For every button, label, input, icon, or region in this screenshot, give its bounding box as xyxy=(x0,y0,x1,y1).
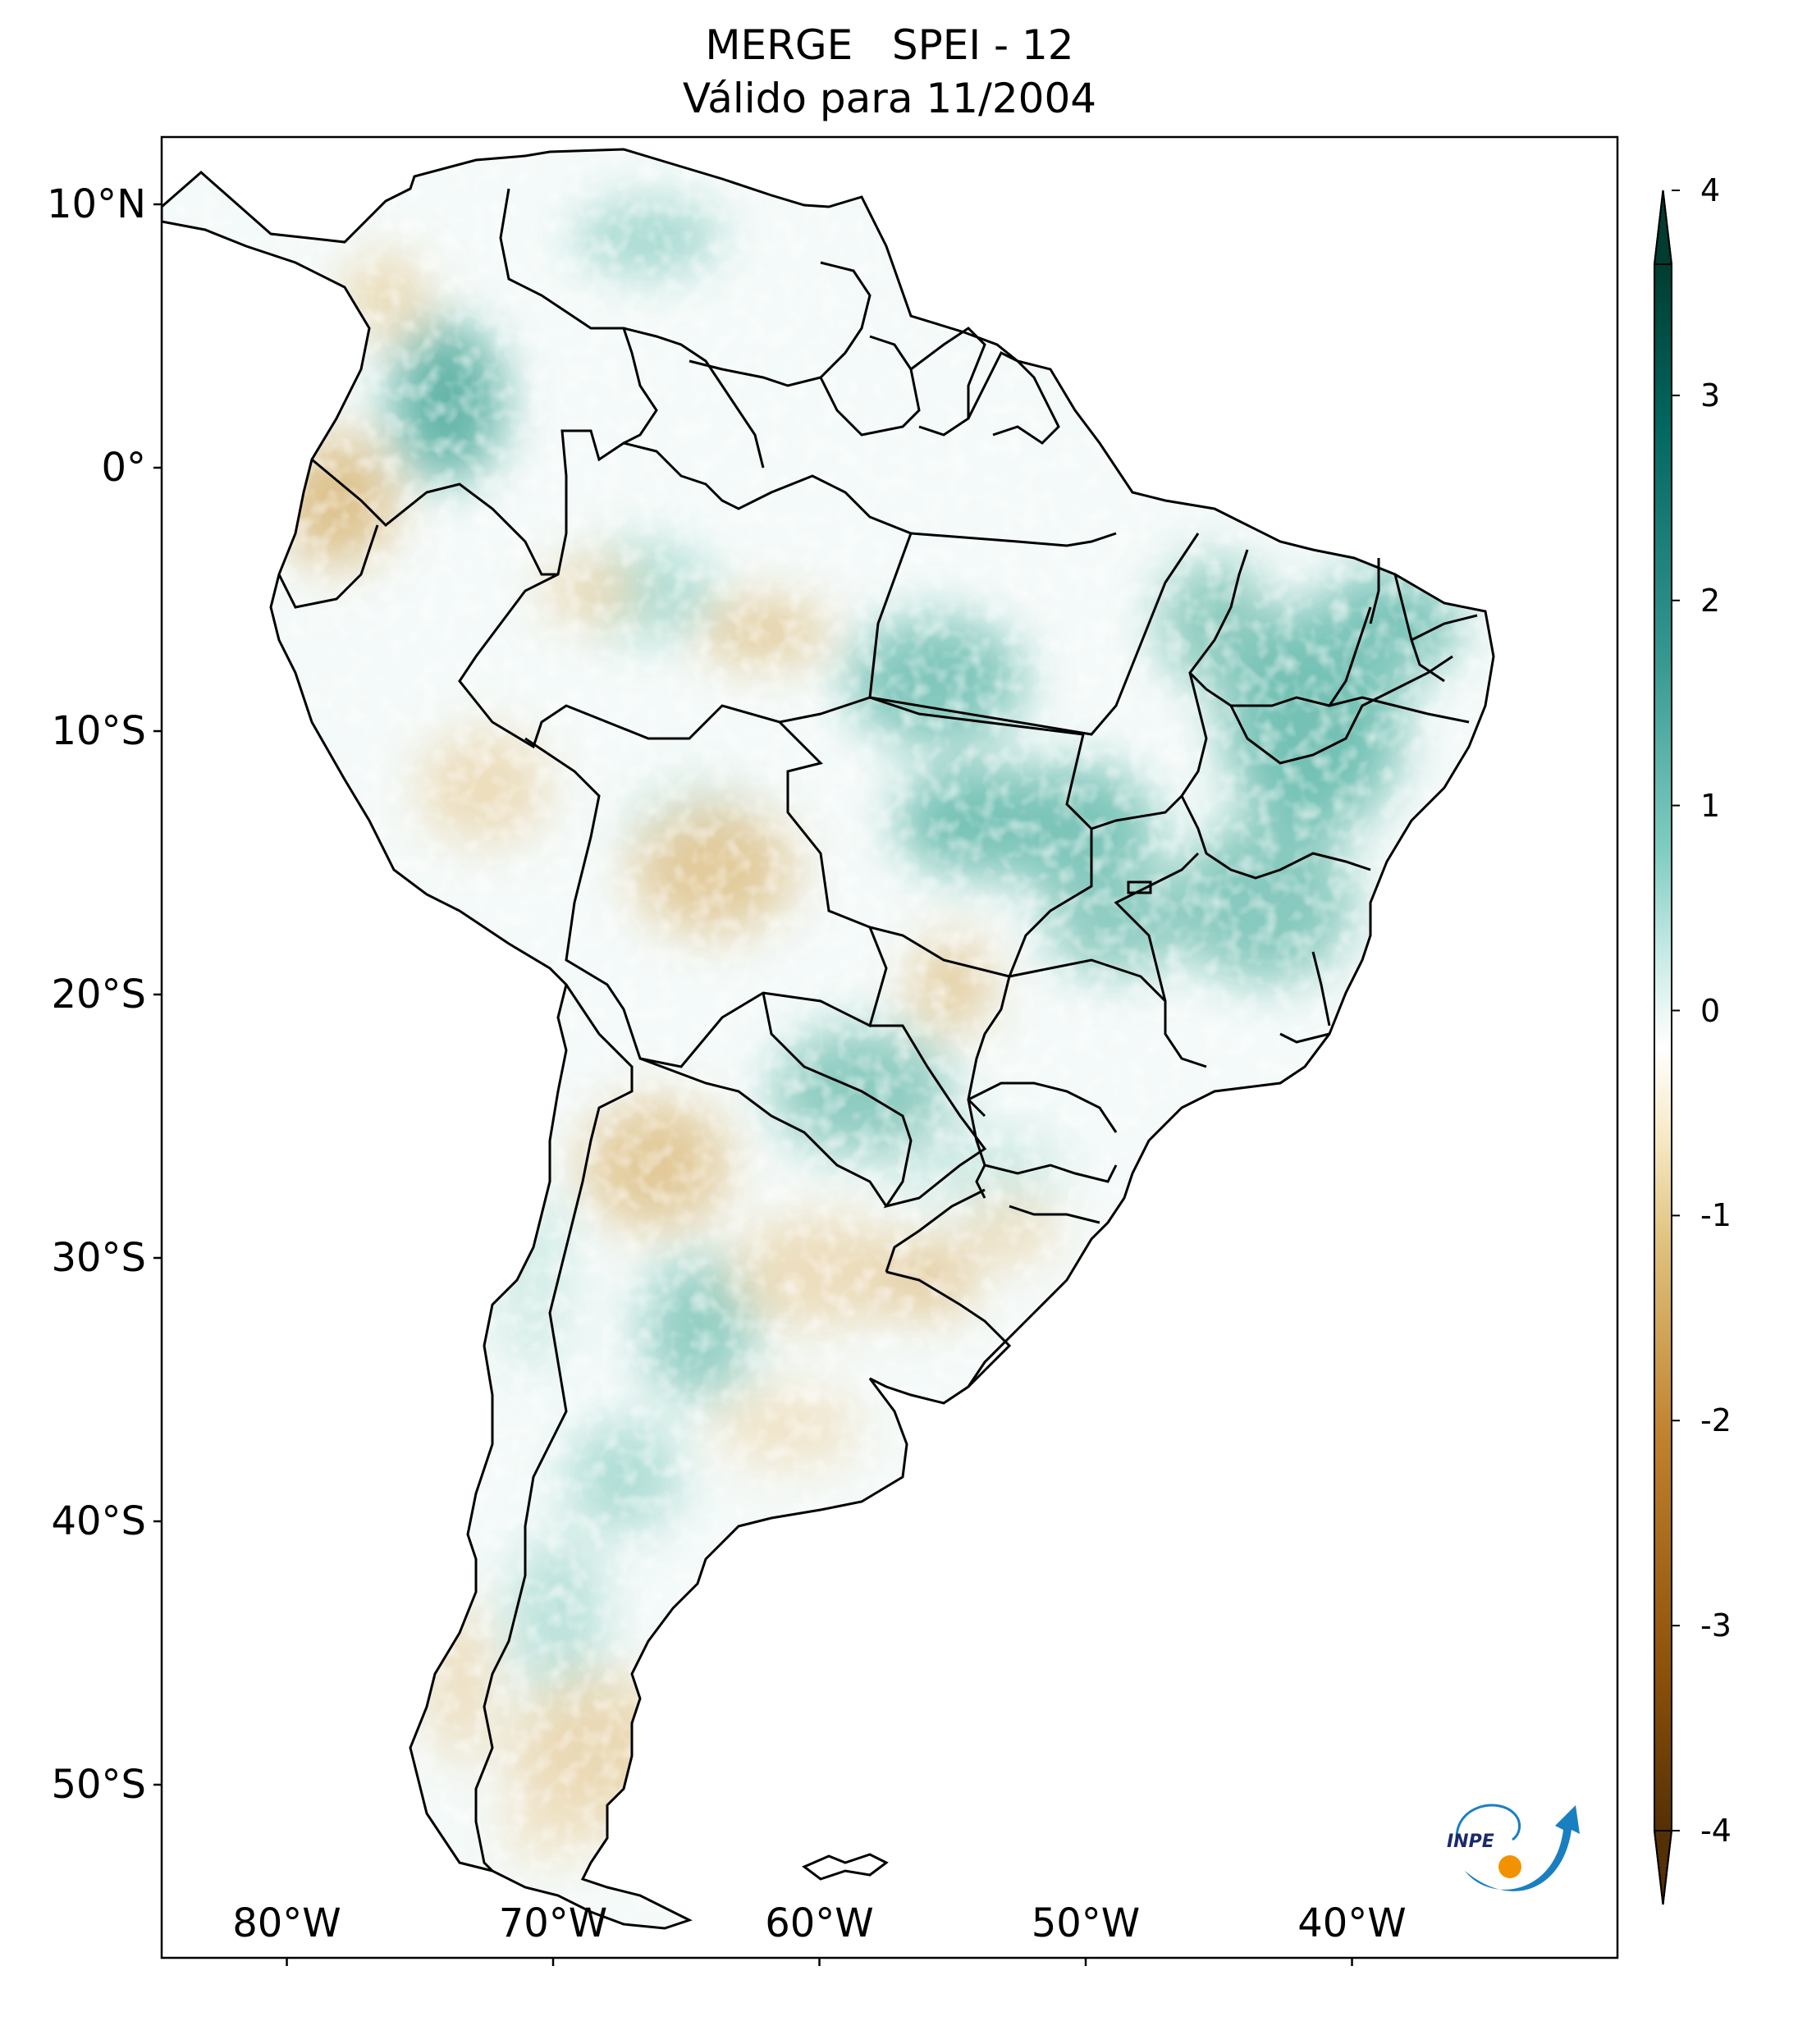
colorbar-tick-label: 2 xyxy=(1700,582,1721,619)
lat-label: 10°S xyxy=(51,708,146,754)
lon-label: 60°W xyxy=(765,1900,874,1946)
colorbar-tick-label: -4 xyxy=(1700,1813,1732,1849)
lat-label: 10°N xyxy=(47,181,146,227)
country-borders xyxy=(162,148,1495,1930)
colorbar-tick-label: -2 xyxy=(1700,1402,1732,1439)
logo-swoosh xyxy=(1465,1805,1580,1891)
colorbar-tick-label: -1 xyxy=(1700,1197,1732,1234)
lat-label: 20°S xyxy=(51,972,146,1017)
lon-label: 40°W xyxy=(1297,1900,1407,1946)
lon-label: 80°W xyxy=(232,1900,341,1946)
logo-text: INPE xyxy=(1447,1831,1494,1852)
chart-subtitle: Válido para 11/2004 xyxy=(682,75,1097,122)
colorbar xyxy=(1653,190,1680,1905)
spei-field xyxy=(162,149,1494,1928)
inpe-logo: INPE xyxy=(1440,1789,1584,1900)
lon-label: 70°W xyxy=(498,1900,608,1946)
plot-frame xyxy=(160,135,1619,1959)
lat-label: 50°S xyxy=(51,1762,146,1808)
lon-label: 50°W xyxy=(1031,1900,1141,1946)
colorbar-tick-label: -3 xyxy=(1700,1607,1732,1644)
lat-label: 30°S xyxy=(51,1235,146,1281)
colorbar-tick-label: 1 xyxy=(1700,787,1721,824)
colorbar-body xyxy=(1654,264,1672,1831)
chart-title: MERGE SPEI - 12 xyxy=(705,21,1074,69)
colorbar-tick-label: 0 xyxy=(1700,992,1721,1029)
lat-label: 40°S xyxy=(51,1498,146,1544)
lat-label: 0° xyxy=(101,445,146,491)
colorbar-extend-min xyxy=(1653,1830,1673,1905)
logo-sun xyxy=(1498,1855,1521,1878)
colorbar-extend-max xyxy=(1653,190,1673,265)
colorbar-tick-label: 3 xyxy=(1700,377,1721,414)
colorbar-tick-label: 4 xyxy=(1700,172,1721,208)
axis-ticks xyxy=(153,203,1353,1966)
